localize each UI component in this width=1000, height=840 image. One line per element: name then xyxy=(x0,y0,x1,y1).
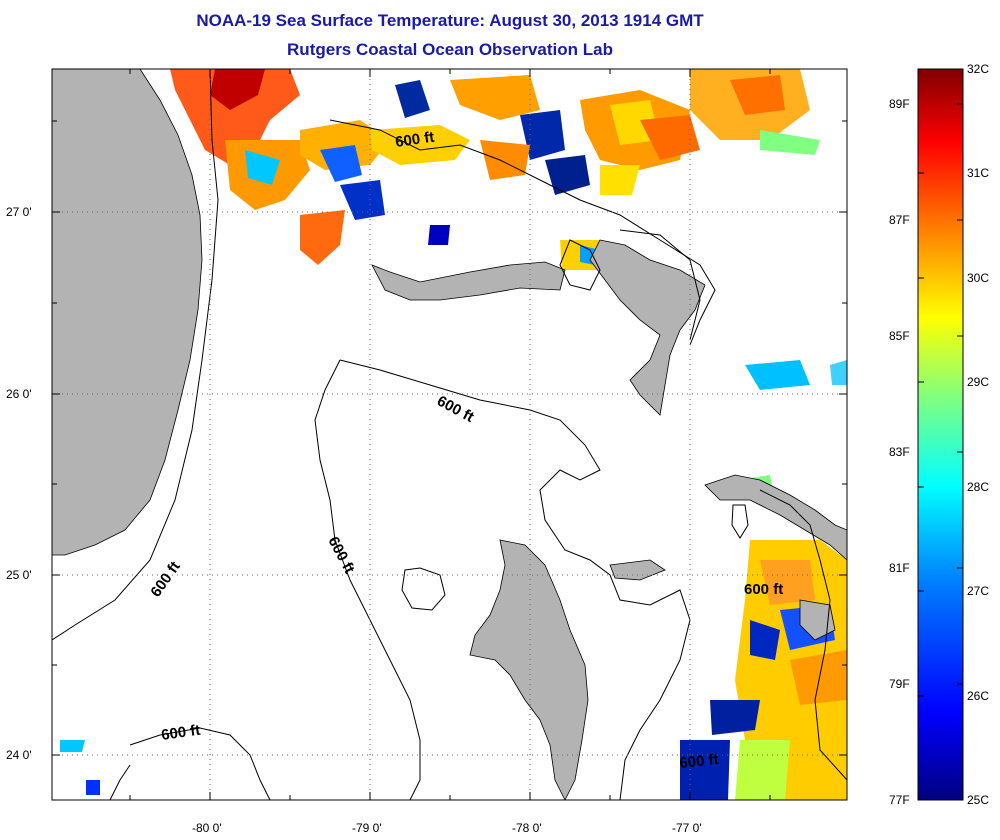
longitude-tick-label: -79 0' xyxy=(352,821,382,835)
isobath-contours xyxy=(52,69,847,800)
colorbar-celsius-label: 27C xyxy=(967,584,990,598)
longitude-tick-label: -77 0' xyxy=(672,821,702,835)
colorbar-celsius-label: 28C xyxy=(967,480,990,494)
colorbar-celsius-label: 32C xyxy=(967,62,990,76)
map-subtitle: Rutgers Coastal Ocean Observation Lab xyxy=(287,40,613,59)
contour-label: 600 ft xyxy=(744,581,783,598)
contour-label: 600 ft xyxy=(160,722,201,744)
latitude-tick-label: 27 0' xyxy=(6,205,32,219)
colorbar-fahrenheit-label: 83F xyxy=(889,445,910,459)
longitude-tick-label: -78 0' xyxy=(512,821,542,835)
colorbar-fahrenheit-label: 85F xyxy=(889,329,910,343)
frame-ticks xyxy=(52,69,847,800)
colorbar-celsius-label: 25C xyxy=(967,793,990,807)
longitude-tick-label: -80 0' xyxy=(192,821,222,835)
colorbar-fahrenheit-label: 87F xyxy=(889,213,910,227)
colorbar-fahrenheit-label: 89F xyxy=(889,97,910,111)
latitude-tick-label: 25 0' xyxy=(6,568,32,582)
contour-label: 600 ft xyxy=(679,751,720,772)
map-title: NOAA-19 Sea Surface Temperature: August … xyxy=(196,11,704,30)
latitude-tick-label: 26 0' xyxy=(6,387,32,401)
colorbar-fahrenheit-label: 77F xyxy=(889,793,910,807)
colorbar-celsius-label: 29C xyxy=(967,375,990,389)
graticule xyxy=(52,69,847,800)
colorbar xyxy=(917,68,964,801)
contour-label: 600 ft xyxy=(394,129,435,151)
latitude-tick-label: 24 0' xyxy=(6,748,32,762)
colorbar-celsius-label: 30C xyxy=(967,271,990,285)
colorbar-celsius-label: 26C xyxy=(967,689,990,703)
colorbar-ticks xyxy=(918,103,963,697)
colorbar-fahrenheit-label: 79F xyxy=(889,677,910,691)
colorbar-celsius-label: 31C xyxy=(967,166,990,180)
land xyxy=(52,69,847,800)
colorbar-fahrenheit-label: 81F xyxy=(889,561,910,575)
